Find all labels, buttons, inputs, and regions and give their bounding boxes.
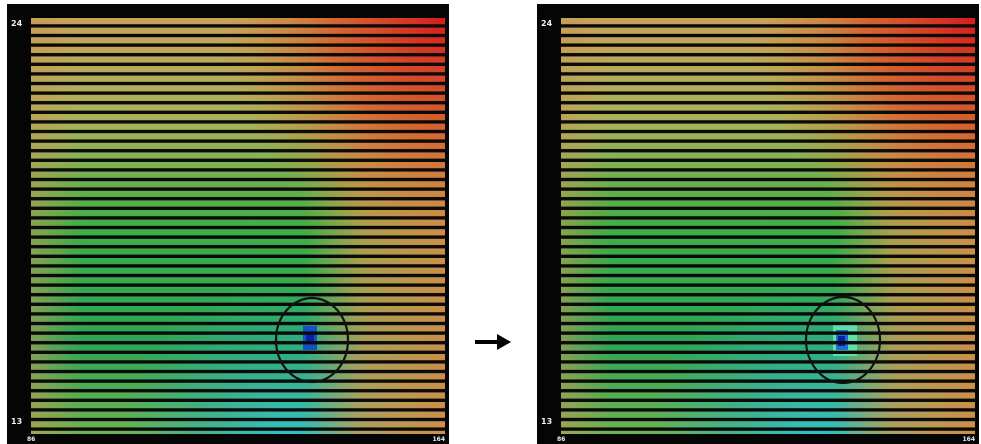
scan-stripes xyxy=(561,18,975,434)
anomaly-circle xyxy=(274,296,350,384)
x-axis-max-label: 164 xyxy=(962,436,975,443)
y-axis-bottom-label: 13 xyxy=(541,417,553,426)
y-axis-top-label: 24 xyxy=(11,19,23,28)
heatmap-svg-after xyxy=(561,18,975,434)
heatmap-panel-after: 24 13 86 164 xyxy=(537,4,979,444)
scan-stripes xyxy=(31,18,445,434)
right-arrow-icon xyxy=(475,334,511,350)
x-axis-min-label: 86 xyxy=(27,436,36,443)
y-axis-bottom-label: 13 xyxy=(11,417,23,426)
heatmap-svg-before xyxy=(31,18,445,434)
x-axis-max-label: 164 xyxy=(432,436,445,443)
y-axis-top-label: 24 xyxy=(541,19,553,28)
anomaly-circle xyxy=(804,295,882,385)
heatmap-plot-before xyxy=(31,18,445,434)
x-axis-min-label: 86 xyxy=(557,436,566,443)
heatmap-plot-after xyxy=(561,18,975,434)
heatmap-panel-before: 24 13 86 164 xyxy=(7,4,449,444)
